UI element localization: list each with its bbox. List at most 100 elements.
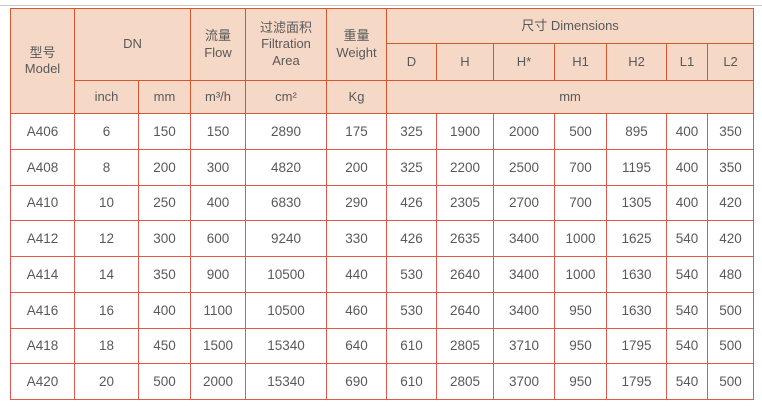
dim-hstar-cell: 2500 (493, 148, 555, 186)
col-header-dim-l2: L2 (706, 43, 755, 81)
dim-l1-cell: 400 (666, 113, 708, 150)
dim-d-cell: 610 (386, 327, 437, 365)
spec-table-header: 型号 Model DN 流量 Flow 过滤面积 Filtration Area… (10, 8, 755, 114)
dim-h2-cell: 1195 (606, 148, 667, 186)
dim-h2-cell: 1305 (606, 184, 667, 222)
model-cell: A410 (10, 184, 75, 222)
model-cell: A416 (10, 291, 75, 329)
dim-h1-cell: 1000 (554, 220, 607, 257)
dim-h1-cell: 500 (554, 113, 607, 150)
weight-cell: 200 (326, 148, 387, 186)
dn-mm-cell: 350 (138, 256, 191, 293)
dim-h-cell: 2305 (436, 184, 494, 222)
dim-h2-cell: 1795 (606, 363, 667, 400)
unit-dn-inch: inch (74, 80, 139, 114)
area-cell: 10500 (245, 291, 327, 329)
unit-dn-mm: mm (138, 80, 191, 114)
col-header-model: 型号 Model (10, 8, 75, 114)
area-cell: 9240 (245, 220, 327, 257)
area-cell: 15340 (245, 363, 327, 400)
dim-hstar-cell: 2000 (493, 113, 555, 150)
dim-d-cell: 325 (386, 113, 437, 150)
dim-h2-cell: 895 (606, 113, 667, 150)
area-cell: 2890 (245, 113, 327, 150)
dim-hstar-cell: 3400 (493, 256, 555, 293)
dim-l1-cell: 540 (666, 220, 708, 257)
dim-l2-cell: 350 (706, 148, 755, 186)
unit-area: cm² (245, 80, 327, 114)
col-header-weight: 重量 Weight (326, 8, 387, 81)
col-header-dim-h2: H2 (606, 43, 667, 81)
dn-mm-cell: 150 (138, 113, 191, 150)
dn-mm-cell: 500 (138, 363, 191, 400)
dim-l2-cell: 500 (706, 291, 755, 329)
dim-hstar-cell: 3400 (493, 291, 555, 329)
col-header-flow: 流量 Flow (190, 8, 246, 81)
table-row: A406 6 150 150 2890 175 325 1900 2000 50… (10, 113, 755, 150)
weight-cell: 460 (326, 291, 387, 329)
col-header-dn: DN (74, 8, 191, 81)
dim-l2-cell: 480 (706, 256, 755, 293)
flow-cell: 900 (190, 256, 246, 293)
flow-cell: 600 (190, 220, 246, 257)
flow-cell: 1100 (190, 291, 246, 329)
col-header-dim-h: H (436, 43, 494, 81)
dim-l2-cell: 420 (706, 220, 755, 257)
dn-mm-cell: 200 (138, 148, 191, 186)
dim-l1-cell: 540 (666, 291, 708, 329)
dn-mm-cell: 250 (138, 184, 191, 222)
dim-l2-cell: 350 (706, 113, 755, 150)
dim-l1-cell: 540 (666, 256, 708, 293)
dim-h2-cell: 1630 (606, 256, 667, 293)
dim-hstar-cell: 3700 (493, 363, 555, 400)
model-cell: A412 (10, 220, 75, 257)
header-row-1: 型号 Model DN 流量 Flow 过滤面积 Filtration Area… (10, 8, 755, 114)
model-cell: A420 (10, 363, 75, 400)
dn-inch-cell: 18 (74, 327, 139, 365)
dim-h1-cell: 950 (554, 327, 607, 365)
col-header-dim-l1: L1 (666, 43, 708, 81)
dim-h1-cell: 950 (554, 363, 607, 400)
table-row: A416 16 400 1100 10500 460 530 2640 3400… (10, 291, 755, 329)
page-top-rule (0, 5, 762, 6)
area-cell: 10500 (245, 256, 327, 293)
table-row: A418 18 450 1500 15340 640 610 2805 3710… (10, 327, 755, 365)
flow-cell: 400 (190, 184, 246, 222)
dim-h-cell: 2200 (436, 148, 494, 186)
weight-cell: 330 (326, 220, 387, 257)
dim-h-cell: 2805 (436, 363, 494, 400)
weight-cell: 175 (326, 113, 387, 150)
unit-weight: Kg (326, 80, 387, 114)
area-cell: 15340 (245, 327, 327, 365)
flow-cell: 300 (190, 148, 246, 186)
dn-inch-cell: 6 (74, 113, 139, 150)
dim-d-cell: 325 (386, 148, 437, 186)
dim-d-cell: 426 (386, 184, 437, 222)
flow-cell: 150 (190, 113, 246, 150)
weight-cell: 440 (326, 256, 387, 293)
col-header-dim-d: D (386, 43, 437, 81)
weight-cell: 290 (326, 184, 387, 222)
dim-hstar-cell: 3710 (493, 327, 555, 365)
model-cell: A414 (10, 256, 75, 293)
weight-cell: 690 (326, 363, 387, 400)
dim-d-cell: 426 (386, 220, 437, 257)
col-header-filtration-area: 过滤面积 Filtration Area (245, 8, 327, 81)
header-row-units: inch mm m³/h cm² Kg mm (11, 80, 755, 114)
dn-inch-cell: 20 (74, 363, 139, 400)
dim-l1-cell: 540 (666, 363, 708, 400)
dim-h-cell: 2805 (436, 327, 494, 365)
table-row: A412 12 300 600 9240 330 426 2635 3400 1… (10, 220, 755, 257)
dim-d-cell: 530 (386, 291, 437, 329)
table-row: A420 20 500 2000 15340 690 610 2805 3700… (10, 363, 755, 400)
dim-l2-cell: 500 (706, 327, 755, 365)
spec-table: 型号 Model DN 流量 Flow 过滤面积 Filtration Area… (10, 8, 755, 400)
dn-mm-cell: 450 (138, 327, 191, 365)
dim-h1-cell: 950 (554, 291, 607, 329)
flow-cell: 2000 (190, 363, 246, 400)
dn-inch-cell: 16 (74, 291, 139, 329)
dim-hstar-cell: 2700 (493, 184, 555, 222)
model-cell: A418 (10, 327, 75, 365)
dim-h1-cell: 700 (554, 184, 607, 222)
dim-l1-cell: 400 (666, 148, 708, 186)
